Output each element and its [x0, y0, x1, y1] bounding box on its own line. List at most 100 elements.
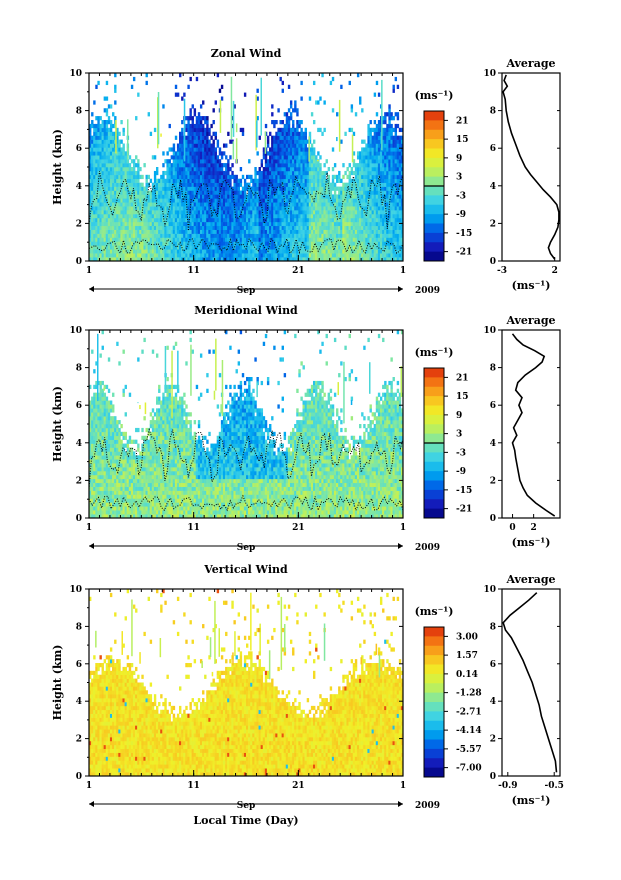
field-cell [242, 214, 244, 218]
field-cell [164, 253, 166, 257]
field-cell [120, 175, 122, 179]
field-cell [148, 210, 150, 214]
field-cell [143, 249, 145, 253]
field-cell [261, 171, 263, 175]
field-cell [122, 147, 124, 151]
field-cell [102, 120, 104, 124]
field-cell [363, 179, 365, 183]
field-cell [376, 249, 378, 253]
field-cell [336, 179, 338, 183]
field-cell [95, 140, 97, 144]
field-cell [127, 241, 129, 245]
field-cell [194, 112, 196, 116]
field-cell [380, 249, 382, 253]
field-cell [323, 241, 325, 245]
average-frame [502, 73, 560, 261]
field-cell [162, 226, 164, 230]
field-cell [311, 183, 313, 187]
field-cell [284, 163, 286, 167]
field-cell [372, 210, 374, 214]
field-cell [120, 238, 122, 242]
field-cell [397, 147, 399, 151]
field-cell [315, 179, 317, 183]
field-cell [114, 253, 116, 257]
field-cell [273, 238, 275, 242]
field-cell [367, 226, 369, 230]
field-cell [231, 222, 233, 226]
field-cell [179, 163, 181, 167]
field-cell [118, 198, 120, 202]
field-cell [137, 171, 139, 175]
field-cell [106, 183, 108, 187]
field-cell [95, 420, 97, 424]
field-cell [95, 226, 97, 230]
field-cell [290, 238, 292, 242]
field-cell [388, 175, 390, 179]
field-cell [311, 210, 313, 214]
field-cell [321, 206, 323, 210]
field-cell [286, 183, 288, 187]
field-cell [95, 408, 97, 412]
field-cell [154, 249, 156, 253]
field-cell [185, 249, 187, 253]
field-cell [355, 249, 357, 253]
field-cell [102, 483, 104, 487]
field-cell [225, 202, 227, 206]
field-cell [198, 198, 200, 202]
field-cell [196, 187, 198, 191]
field-cell [162, 206, 164, 210]
field-cell [399, 206, 401, 210]
field-cell [229, 202, 231, 206]
field-cell [143, 163, 145, 167]
field-cell [265, 167, 267, 171]
field-cell [393, 214, 395, 218]
field-cell [386, 159, 388, 163]
field-cell [179, 198, 181, 202]
field-cell [395, 230, 397, 234]
field-cell [162, 175, 164, 179]
field-cell [104, 132, 106, 136]
field-cell [102, 132, 104, 136]
field-cell [376, 128, 378, 132]
field-cell [269, 198, 271, 202]
field-cell [187, 175, 189, 179]
field-cell [131, 218, 133, 222]
field-cell [279, 144, 281, 148]
field-cell [275, 241, 277, 245]
field-cell [97, 230, 99, 234]
field-cell [238, 187, 240, 191]
field-cell [93, 155, 95, 159]
field-cell [93, 163, 95, 167]
field-cell [386, 171, 388, 175]
field-cell [131, 179, 133, 183]
field-cell [300, 155, 302, 159]
field-cell [106, 218, 108, 222]
field-cell [116, 214, 118, 218]
field-cell [380, 171, 382, 175]
field-cell [213, 151, 215, 155]
field-cell [279, 210, 281, 214]
field-cell [141, 245, 143, 249]
field-cell [376, 140, 378, 144]
field-cell [311, 187, 313, 191]
field-cell [233, 179, 235, 183]
field-cell [286, 179, 288, 183]
field-cell [221, 175, 223, 179]
field-cell [116, 171, 118, 175]
field-cell [346, 198, 348, 202]
field-cell [292, 155, 294, 159]
field-cell [135, 230, 137, 234]
field-cell [131, 222, 133, 226]
field-cell [349, 163, 351, 167]
field-cell [189, 234, 191, 238]
field-cell [319, 202, 321, 206]
field-cell [321, 234, 323, 238]
field-cell [152, 194, 154, 198]
field-cell [265, 241, 267, 245]
field-cell [353, 198, 355, 202]
field-cell [99, 467, 101, 471]
field-cell [265, 238, 267, 242]
field-cell [363, 159, 365, 163]
field-cell [221, 194, 223, 198]
field-cell [279, 167, 281, 171]
